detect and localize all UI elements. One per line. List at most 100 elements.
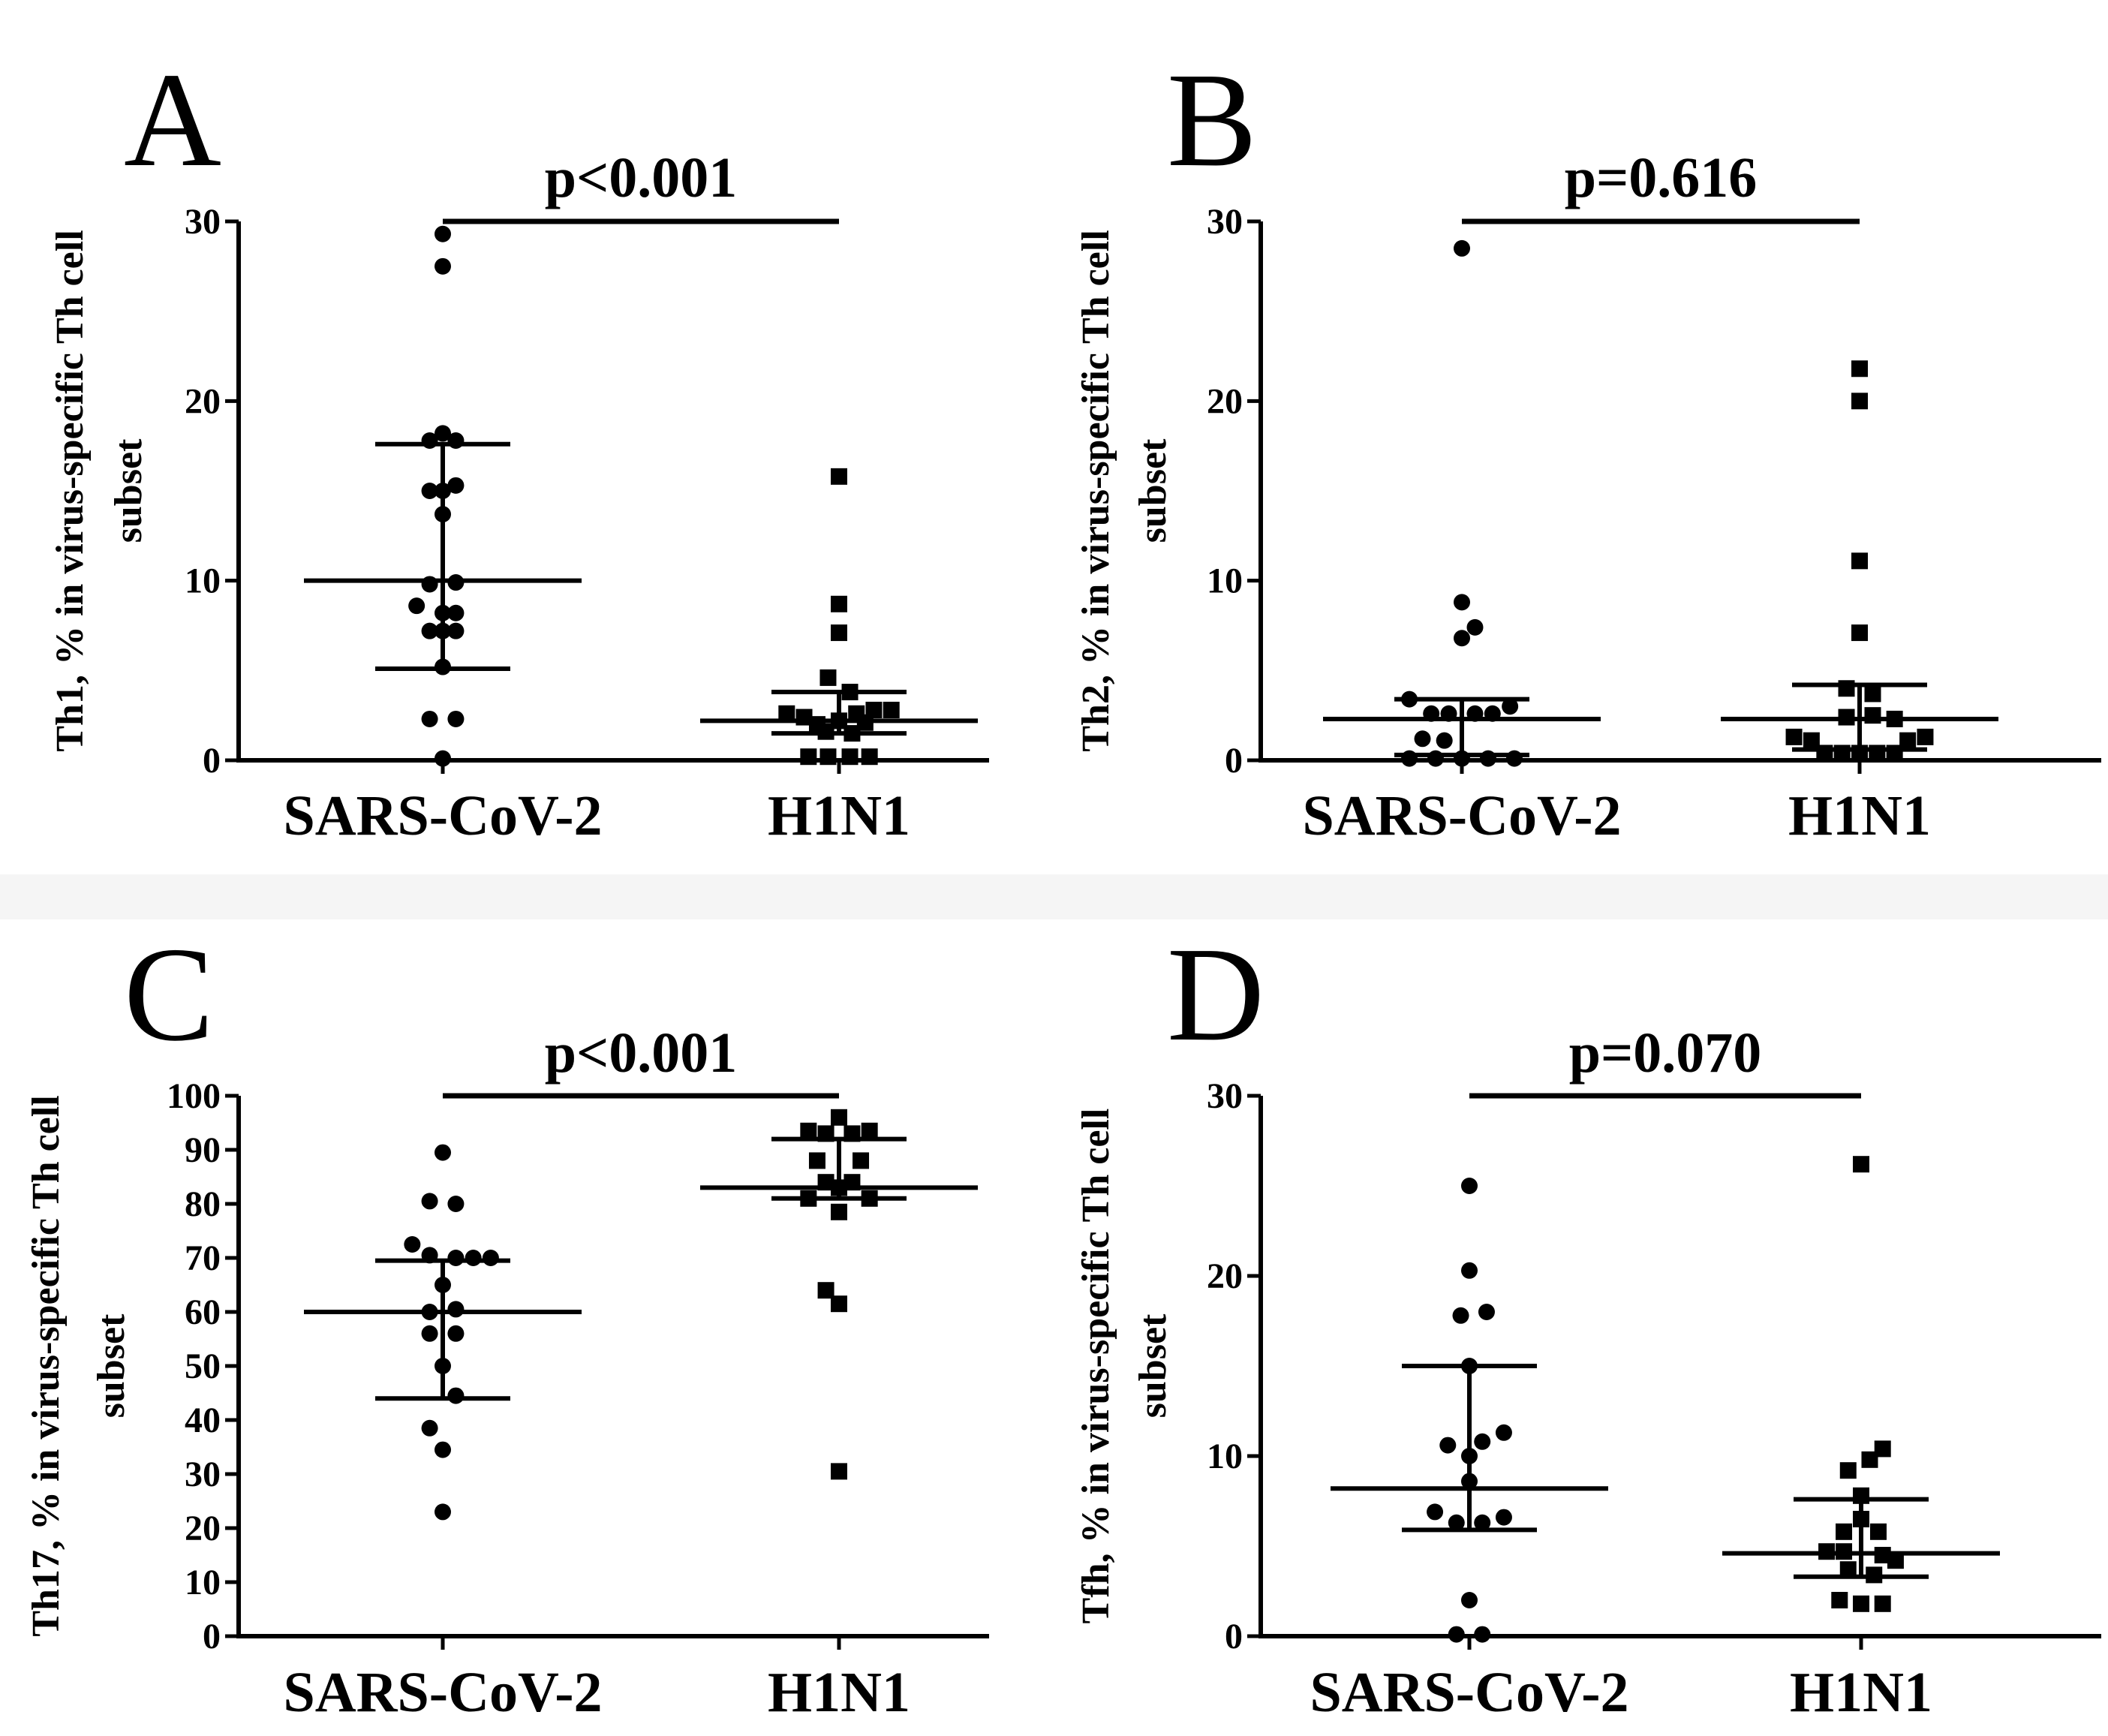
- y-tick-label: 10: [1207, 561, 1243, 601]
- data-point: [435, 658, 451, 675]
- data-point: [1461, 1178, 1478, 1194]
- data-point: [841, 684, 859, 701]
- data-point: [819, 748, 837, 766]
- data-point: [817, 723, 834, 740]
- data-point: [447, 622, 465, 639]
- y-tick-label: 0: [203, 741, 221, 781]
- data-point: [447, 432, 465, 449]
- data-point: [435, 604, 451, 621]
- y-tick-label: 70: [185, 1238, 221, 1278]
- data-point: [1427, 750, 1445, 767]
- data-point: [831, 1295, 847, 1313]
- data-point: [435, 225, 451, 242]
- data-point: [831, 1179, 847, 1196]
- data-point: [1448, 1626, 1465, 1643]
- data-point: [447, 1387, 465, 1404]
- panel-letter: D: [1167, 919, 1264, 1069]
- panel-letter: B: [1167, 45, 1257, 194]
- y-tick-label: 10: [185, 1563, 221, 1602]
- data-point: [1474, 1514, 1491, 1531]
- data-point: [1853, 1511, 1869, 1527]
- x-category-label: H1N1: [1788, 784, 1931, 847]
- data-point: [447, 604, 465, 621]
- data-point: [421, 1304, 438, 1320]
- data-point: [1423, 705, 1440, 722]
- data-point: [1452, 1307, 1469, 1324]
- y-tick-label: 0: [1225, 741, 1243, 781]
- data-point: [435, 750, 451, 767]
- data-point: [831, 712, 847, 730]
- data-point: [1836, 1543, 1853, 1560]
- data-point: [1851, 552, 1868, 570]
- data-point: [1869, 1523, 1887, 1540]
- data-point: [421, 576, 438, 593]
- y-tick-label: 50: [185, 1346, 221, 1386]
- data-point: [447, 1325, 465, 1342]
- data-point: [447, 574, 465, 591]
- data-point: [482, 1250, 499, 1266]
- x-category-label: SARS-CoV-2: [283, 1661, 602, 1724]
- data-point: [421, 1325, 438, 1342]
- data-point: [435, 483, 451, 499]
- y-tick-label: 20: [185, 1509, 221, 1548]
- data-point: [1474, 1433, 1491, 1450]
- p-value-label: p=0.616: [1565, 146, 1758, 209]
- data-point: [1461, 1448, 1478, 1464]
- data-point: [1461, 1592, 1478, 1608]
- data-point: [435, 1503, 451, 1521]
- data-point: [1864, 685, 1881, 703]
- y-tick-label: 20: [1207, 1256, 1243, 1296]
- data-point: [831, 624, 847, 642]
- data-point: [817, 1125, 834, 1142]
- data-point: [1440, 705, 1457, 722]
- data-point: [844, 1174, 861, 1191]
- data-point: [1454, 750, 1470, 767]
- data-point: [1461, 1473, 1478, 1490]
- data-point: [1851, 360, 1868, 378]
- data-point: [1861, 1451, 1878, 1468]
- data-point: [861, 1190, 878, 1207]
- data-point: [844, 1125, 861, 1142]
- data-point: [817, 1282, 834, 1299]
- data-point: [1839, 1462, 1857, 1479]
- data-point: [404, 1236, 421, 1253]
- data-point: [435, 506, 451, 523]
- row-separator: [0, 874, 2108, 919]
- data-point: [817, 1174, 834, 1191]
- data-point: [1474, 1626, 1491, 1643]
- y-axis-label-line2: subset: [90, 1313, 133, 1418]
- y-axis-label: Tfh, % in virus-specific Th cell: [1075, 1109, 1117, 1624]
- data-point: [435, 257, 451, 275]
- data-point: [421, 1247, 438, 1264]
- p-value-label: p=0.070: [1569, 1021, 1762, 1085]
- panel-letter: A: [124, 45, 221, 194]
- data-point: [1833, 745, 1851, 762]
- p-value-label: p<0.001: [545, 1021, 738, 1085]
- y-axis-label: Th2, % in virus-specific Th cell: [1075, 230, 1117, 751]
- y-axis-label: Th17, % in virus-specific Th cell: [25, 1095, 68, 1636]
- data-point: [435, 1358, 451, 1374]
- y-axis-label-line2: subset: [1132, 1313, 1174, 1418]
- data-point: [1484, 705, 1501, 722]
- y-tick-label: 0: [203, 1617, 221, 1656]
- data-point: [844, 725, 861, 742]
- data-point: [421, 432, 438, 449]
- data-point: [1439, 1437, 1457, 1454]
- data-point: [795, 709, 813, 726]
- data-point: [1831, 1592, 1848, 1608]
- x-category-label: H1N1: [768, 1661, 910, 1724]
- data-point: [1853, 1487, 1869, 1504]
- data-point: [831, 1203, 847, 1220]
- data-point: [831, 595, 847, 612]
- x-category-label: H1N1: [768, 784, 910, 847]
- x-category-label: H1N1: [1790, 1661, 1932, 1724]
- data-point: [421, 1419, 438, 1437]
- data-point: [1917, 728, 1934, 745]
- data-point: [841, 748, 859, 766]
- data-point: [861, 1122, 878, 1139]
- data-point: [1803, 732, 1820, 749]
- data-point: [883, 701, 900, 718]
- y-axis-label-line2: subset: [1132, 438, 1174, 543]
- data-point: [447, 1250, 465, 1266]
- y-axis-label-line2: subset: [107, 438, 150, 543]
